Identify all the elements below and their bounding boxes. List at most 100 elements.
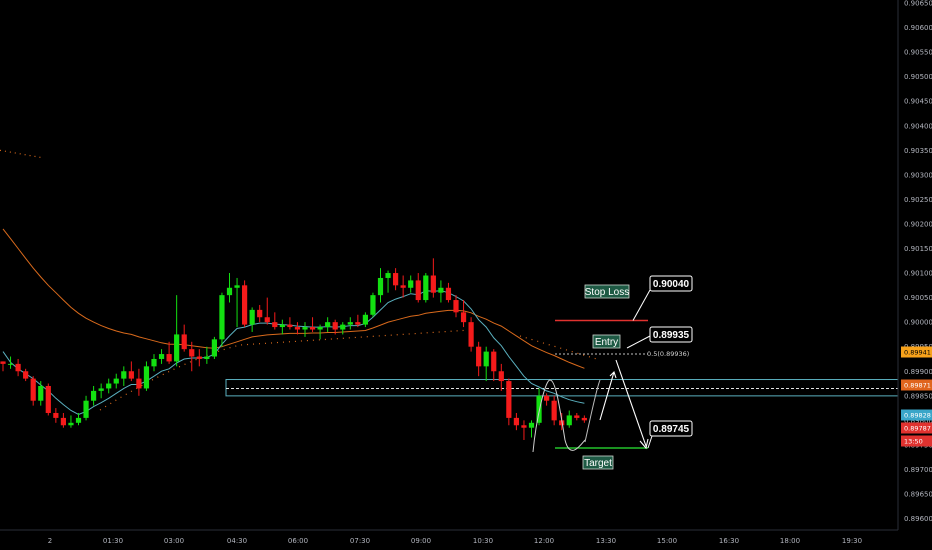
candle <box>249 307 255 332</box>
time-tick-label: 07:30 <box>350 537 370 545</box>
price-badge-text: 13:50 <box>904 438 923 446</box>
candle <box>45 383 51 416</box>
candle <box>370 292 376 318</box>
candle-body <box>113 378 119 384</box>
stop-loss-value: 0.90040 <box>653 279 690 290</box>
entry-value-box <box>649 326 693 343</box>
candle-body <box>91 390 97 401</box>
price-tick-label: 0.90500 <box>904 73 932 81</box>
candle-body <box>438 287 444 293</box>
price-badge-text: 0.89871 <box>904 382 931 390</box>
candle <box>158 349 165 364</box>
candle <box>7 356 14 369</box>
candle-body <box>445 287 452 301</box>
candle-body <box>121 371 127 379</box>
candle-body <box>317 327 323 330</box>
candle <box>98 383 104 399</box>
price-axis[interactable]: 0.90650 0.90600 0.90550 0.90500 0.90450 0.904… <box>897 0 932 530</box>
candle <box>83 395 89 421</box>
candle <box>242 280 248 328</box>
pattern-curve <box>532 379 586 453</box>
candle <box>257 304 263 323</box>
candle <box>0 361 6 372</box>
price-tick-label: 0.90550 <box>904 49 932 57</box>
candle <box>574 412 580 421</box>
candle-body <box>415 280 421 301</box>
candle <box>521 420 527 440</box>
candle <box>513 412 519 431</box>
candle-body <box>60 417 66 426</box>
target-value-box <box>649 420 693 437</box>
candle-body <box>453 300 459 313</box>
candle <box>544 393 550 406</box>
candle-body <box>30 378 36 401</box>
target-value: 0.89745 <box>653 424 690 435</box>
candle-body <box>551 400 557 421</box>
candle-body <box>0 361 6 364</box>
entry-leader <box>626 335 651 349</box>
pattern-right-curve <box>584 379 601 443</box>
candle-body <box>536 395 542 423</box>
candle <box>377 268 384 303</box>
candle <box>302 322 308 337</box>
price-tick-label: 0.90650 <box>904 0 932 8</box>
price-tick-label: 0.90600 <box>904 24 932 32</box>
candle <box>551 395 557 426</box>
candle-body <box>385 273 391 278</box>
time-tick-label: 10:30 <box>473 537 493 545</box>
candle-body <box>181 334 187 350</box>
time-tick-label: 09:00 <box>411 537 431 545</box>
candle-body <box>566 415 572 426</box>
candle-body <box>189 349 195 357</box>
candle <box>181 324 187 352</box>
stop-loss-value-box <box>649 275 693 292</box>
candle <box>264 297 270 325</box>
candle-body <box>460 312 467 323</box>
time-axis[interactable]: 2 01:30 03:00 04:30 06:00 07:30 09:00 10:30 12:0… <box>0 529 898 545</box>
candle-body <box>325 322 331 328</box>
candle <box>174 295 180 367</box>
candle <box>60 412 66 428</box>
candle <box>226 273 233 303</box>
candle-body <box>506 381 512 418</box>
candle-body <box>287 324 293 328</box>
candle-body <box>226 287 233 296</box>
candle-body <box>219 295 225 340</box>
candle-body <box>294 327 301 330</box>
candle <box>491 349 497 382</box>
entry-label: Entry <box>595 337 618 348</box>
candle-body <box>400 285 406 288</box>
candle <box>189 341 195 372</box>
candle-body <box>279 324 285 328</box>
projection-up-arrowhead <box>609 370 617 379</box>
candle <box>460 300 467 328</box>
candle-body <box>264 317 270 323</box>
candlesticks <box>0 258 587 440</box>
candle-body <box>158 354 165 359</box>
candle <box>385 270 391 293</box>
candle <box>468 317 474 352</box>
time-tick-label: 13:30 <box>596 537 616 545</box>
candle <box>393 268 399 291</box>
candle <box>476 341 482 377</box>
price-badge-bg <box>901 346 932 358</box>
candle <box>287 317 293 330</box>
candle-body <box>128 371 134 379</box>
candle-body <box>136 378 142 389</box>
trade-annotations[interactable]: Stop Loss 0.90040 Entry 0.5(0.89936) 0.89935… <box>532 275 693 470</box>
price-tick-label: 0.90000 <box>904 319 932 327</box>
price-tick-label: 0.89700 <box>904 466 932 474</box>
candle <box>219 292 225 347</box>
candle <box>234 277 240 328</box>
candle-body <box>151 358 157 367</box>
candle-body <box>68 422 74 426</box>
candle <box>121 366 127 386</box>
candle <box>408 275 414 293</box>
price-tick-label: 0.90200 <box>904 220 932 228</box>
price-tick-label: 0.90350 <box>904 147 932 155</box>
candle <box>196 349 202 367</box>
price-badge-bg <box>901 409 932 421</box>
fib-level-label: 0.5(0.89936) <box>647 350 689 358</box>
candle-body <box>23 371 29 379</box>
